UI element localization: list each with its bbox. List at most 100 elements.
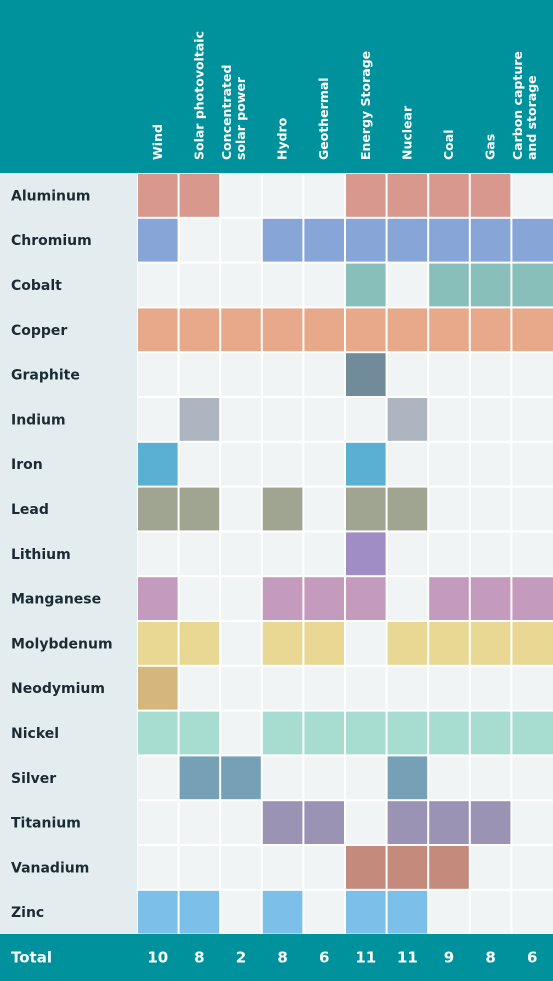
column-header-carbon-capture-and-storage-line-1: Carbon capture xyxy=(510,51,525,160)
cell-neodymium-gas xyxy=(470,666,511,710)
cell-manganese-solar-photovoltaic xyxy=(179,577,220,620)
cell-nickel-solar-photovoltaic xyxy=(179,711,220,755)
column-header-wind: Wind xyxy=(150,124,165,160)
row-label-copper: Copper xyxy=(11,323,67,339)
cell-indium-hydro xyxy=(262,398,303,441)
cell-copper-coal xyxy=(429,308,469,352)
cell-lead-solar-photovoltaic xyxy=(179,487,220,531)
cell-manganese-wind xyxy=(138,577,178,620)
cell-indium-concentrated-solar-power xyxy=(221,398,261,441)
total-value-gas: 8 xyxy=(485,949,495,967)
cell-copper-solar-photovoltaic xyxy=(179,308,220,352)
cell-iron-carbon-capture-and-storage xyxy=(512,442,553,486)
cell-molybdenum-hydro xyxy=(262,622,303,665)
column-header-concentrated-solar-power-line-2: solar power xyxy=(233,76,248,160)
total-value-nuclear: 11 xyxy=(397,949,418,967)
cell-graphite-carbon-capture-and-storage xyxy=(512,353,553,396)
cell-indium-nuclear xyxy=(387,398,428,441)
total-value-carbon-capture-and-storage: 6 xyxy=(527,949,537,967)
cell-indium-carbon-capture-and-storage xyxy=(512,398,553,441)
cell-chromium-gas xyxy=(470,218,511,262)
column-header-carbon-capture-and-storage-line-2: and storage xyxy=(524,75,539,160)
cell-chromium-coal xyxy=(429,218,469,262)
cell-copper-geothermal xyxy=(304,308,344,352)
cell-chromium-wind xyxy=(138,218,178,262)
cell-graphite-coal xyxy=(429,353,469,396)
cell-lithium-gas xyxy=(470,532,511,576)
row-label-titanium: Titanium xyxy=(11,816,81,832)
row-label-vanadium: Vanadium xyxy=(11,860,89,876)
cell-neodymium-geothermal xyxy=(304,666,344,710)
row-label-manganese: Manganese xyxy=(11,592,101,608)
cell-vanadium-coal xyxy=(429,846,469,889)
cell-graphite-energy-storage xyxy=(346,353,386,396)
cell-iron-nuclear xyxy=(387,442,428,486)
cell-manganese-nuclear xyxy=(387,577,428,620)
cell-titanium-solar-photovoltaic xyxy=(179,801,220,844)
cell-manganese-gas xyxy=(470,577,511,620)
cell-vanadium-gas xyxy=(470,846,511,889)
column-header-coal: Coal xyxy=(441,130,456,160)
column-header-hydro: Hydro xyxy=(275,117,290,160)
cell-vanadium-carbon-capture-and-storage xyxy=(512,846,553,889)
cell-neodymium-energy-storage xyxy=(346,666,386,710)
cell-copper-nuclear xyxy=(387,308,428,352)
cell-cobalt-nuclear xyxy=(387,263,428,307)
label-column xyxy=(0,173,137,934)
cell-chromium-carbon-capture-and-storage xyxy=(512,218,553,262)
cell-silver-hydro xyxy=(262,756,303,800)
cell-copper-energy-storage xyxy=(346,308,386,352)
cell-molybdenum-concentrated-solar-power xyxy=(221,622,261,665)
cell-molybdenum-gas xyxy=(470,622,511,665)
cell-silver-gas xyxy=(470,756,511,800)
cell-nickel-geothermal xyxy=(304,711,344,755)
cell-lead-geothermal xyxy=(304,487,344,531)
cell-lithium-geothermal xyxy=(304,532,344,576)
cell-titanium-hydro xyxy=(262,801,303,844)
cell-zinc-gas xyxy=(470,890,511,934)
cell-copper-wind xyxy=(138,308,178,352)
cell-neodymium-coal xyxy=(429,666,469,710)
total-value-solar-photovoltaic: 8 xyxy=(194,949,204,967)
cell-molybdenum-wind xyxy=(138,622,178,665)
cell-chromium-solar-photovoltaic xyxy=(179,218,220,262)
cell-manganese-energy-storage xyxy=(346,577,386,620)
row-label-lithium: Lithium xyxy=(11,547,71,563)
cell-neodymium-nuclear xyxy=(387,666,428,710)
cell-chromium-nuclear xyxy=(387,218,428,262)
total-label: Total xyxy=(11,949,52,967)
row-label-zinc: Zinc xyxy=(11,905,44,921)
cell-nickel-nuclear xyxy=(387,711,428,755)
cell-aluminum-coal xyxy=(429,174,469,217)
total-value-coal: 9 xyxy=(444,949,454,967)
cell-manganese-concentrated-solar-power xyxy=(221,577,261,620)
cell-iron-wind xyxy=(138,442,178,486)
row-label-aluminum: Aluminum xyxy=(11,188,91,204)
cell-zinc-geothermal xyxy=(304,890,344,934)
column-header-concentrated-solar-power-line-1: Concentrated xyxy=(219,65,234,160)
cell-aluminum-geothermal xyxy=(304,174,344,217)
cell-chromium-geothermal xyxy=(304,218,344,262)
row-label-silver: Silver xyxy=(11,771,56,787)
cell-zinc-coal xyxy=(429,890,469,934)
row-label-nickel: Nickel xyxy=(11,726,59,742)
cell-manganese-geothermal xyxy=(304,577,344,620)
cell-silver-wind xyxy=(138,756,178,800)
cell-neodymium-solar-photovoltaic xyxy=(179,666,220,710)
cell-lead-gas xyxy=(470,487,511,531)
cell-lead-hydro xyxy=(262,487,303,531)
cell-titanium-geothermal xyxy=(304,801,344,844)
cell-nickel-energy-storage xyxy=(346,711,386,755)
header-band xyxy=(0,0,553,173)
cell-titanium-carbon-capture-and-storage xyxy=(512,801,553,844)
cell-neodymium-hydro xyxy=(262,666,303,710)
cell-iron-hydro xyxy=(262,442,303,486)
cell-cobalt-solar-photovoltaic xyxy=(179,263,220,307)
cell-lithium-carbon-capture-and-storage xyxy=(512,532,553,576)
cell-cobalt-energy-storage xyxy=(346,263,386,307)
row-label-iron: Iron xyxy=(11,457,43,473)
row-label-neodymium: Neodymium xyxy=(11,681,105,697)
cell-neodymium-carbon-capture-and-storage xyxy=(512,666,553,710)
cell-copper-gas xyxy=(470,308,511,352)
cell-indium-wind xyxy=(138,398,178,441)
